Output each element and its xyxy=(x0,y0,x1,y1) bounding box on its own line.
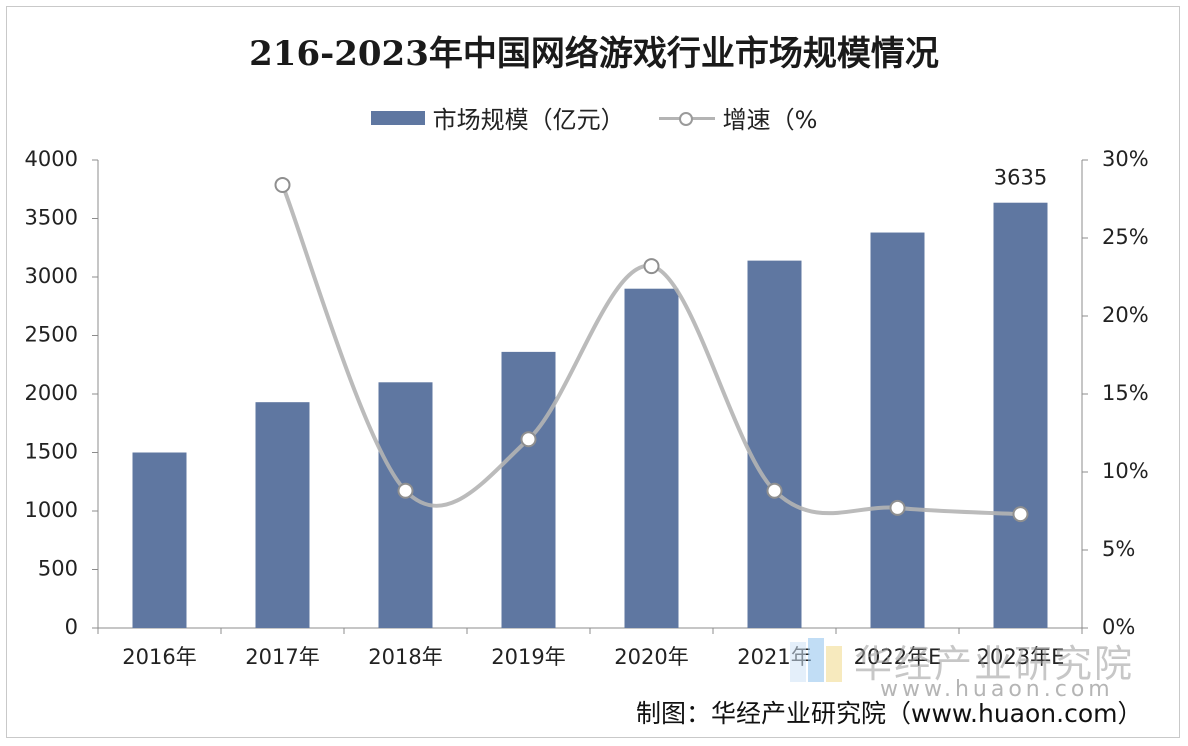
legend-item-bar: 市场规模（亿元） xyxy=(370,100,625,135)
y-right-tick-label: 10% xyxy=(1102,459,1149,483)
y-left-tick-label: 1500 xyxy=(25,440,78,464)
x-tick-label: 2016年 xyxy=(122,645,196,669)
bar xyxy=(993,202,1048,628)
bar xyxy=(501,351,556,628)
y-left-tick-label: 500 xyxy=(38,557,78,581)
legend-line-label: 增速（% xyxy=(722,106,818,134)
y-right-tick-label: 30% xyxy=(1102,147,1149,171)
y-right-tick-label: 0% xyxy=(1102,615,1135,639)
x-tick-label: 2019年 xyxy=(491,645,565,669)
x-tick-label: 2023年E xyxy=(977,645,1065,669)
legend-bar-swatch xyxy=(370,110,425,125)
growth-point xyxy=(1012,506,1029,523)
y-right-tick-label: 15% xyxy=(1102,381,1149,405)
legend-bar-label: 市场规模（亿元） xyxy=(432,106,625,134)
watermark-logo-icon xyxy=(790,637,842,684)
legend-line-swatch xyxy=(658,111,715,126)
growth-point xyxy=(274,176,291,193)
x-tick-label: 2020年 xyxy=(614,645,688,669)
growth-point xyxy=(397,482,414,499)
y-right-tick-label: 20% xyxy=(1102,303,1149,327)
bar xyxy=(255,402,310,628)
source-note: 制图：华经产业研究院（www.huaon.com） xyxy=(636,699,1143,728)
growth-point xyxy=(766,482,783,499)
legend-item-line: 增速（% xyxy=(658,100,818,135)
growth-point xyxy=(643,258,660,275)
chart-frame xyxy=(6,6,1180,738)
watermark-text: 华经产业研究院 xyxy=(854,642,1135,686)
growth-point xyxy=(520,431,537,448)
x-tick-label: 2022年E xyxy=(854,645,942,669)
y-left-tick-label: 2000 xyxy=(25,381,78,405)
y-right-tick-label: 25% xyxy=(1102,225,1149,249)
y-left-tick-label: 4000 xyxy=(25,147,78,171)
y-left-tick-label: 1000 xyxy=(25,498,78,522)
growth-point xyxy=(889,499,906,516)
y-right-tick-label: 5% xyxy=(1102,537,1135,561)
chart-legend: 市场规模（亿元） 增速（% xyxy=(0,100,1188,135)
watermark: 华经产业研究院 xyxy=(790,633,1134,688)
bar xyxy=(624,288,679,628)
bar-data-label: 3635 xyxy=(994,166,1047,190)
chart-title: 216-2023年中国网络游戏行业市场规模情况 xyxy=(249,34,939,74)
bar xyxy=(870,232,925,629)
watermark-url: www.huaon.com xyxy=(880,677,1114,702)
growth-line xyxy=(280,182,1023,517)
x-tick-label: 2018年 xyxy=(368,645,442,669)
x-tick-label: 2017年 xyxy=(245,645,319,669)
y-left-tick-label: 3500 xyxy=(25,206,78,230)
bar xyxy=(132,452,187,628)
bar xyxy=(747,260,802,628)
y-left-tick-label: 0 xyxy=(65,615,78,639)
y-left-tick-label: 2500 xyxy=(25,323,78,347)
y-left-tick-label: 3000 xyxy=(25,264,78,288)
